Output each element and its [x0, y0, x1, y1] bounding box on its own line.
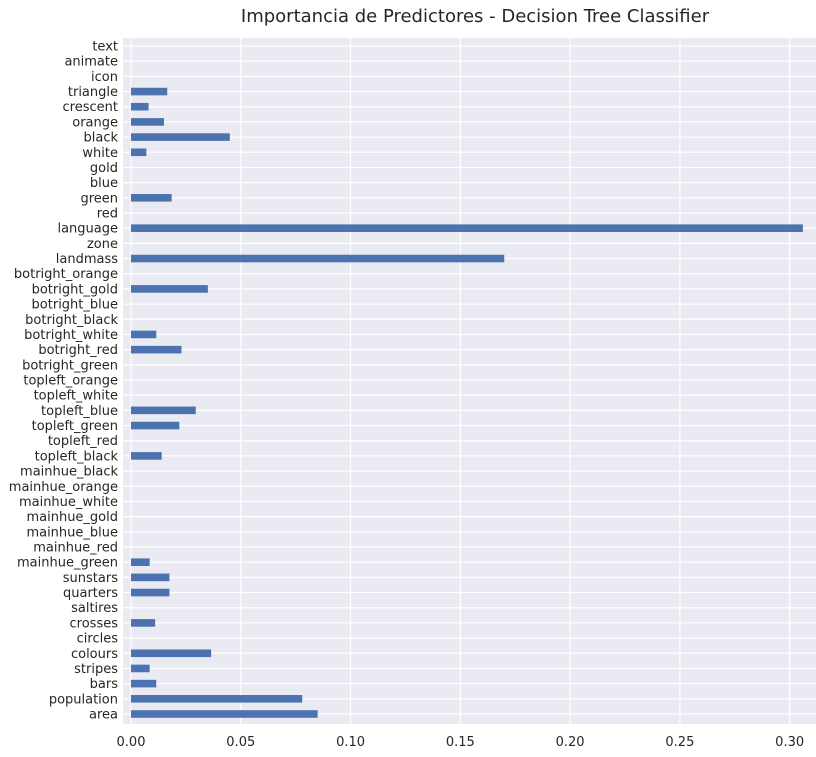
- y-tick-label: orange: [72, 115, 118, 130]
- bar-colours: [131, 649, 212, 658]
- bar-black: [131, 133, 230, 141]
- y-tick-label: mainhue_gold: [26, 510, 118, 525]
- y-tick-label: quarters: [63, 586, 118, 601]
- bar-stripes: [131, 664, 150, 673]
- y-tick-label: mainhue_blue: [26, 525, 118, 540]
- bar-population: [131, 695, 303, 703]
- bar-green: [131, 194, 172, 202]
- y-tick-label: crosses: [70, 616, 119, 631]
- bar-topleft-green: [131, 421, 180, 430]
- x-tick-label: 0.15: [446, 735, 475, 750]
- y-tick-label: topleft_blue: [41, 404, 118, 419]
- bar-quarters: [131, 588, 170, 597]
- bar-landmass: [131, 254, 505, 263]
- y-tick-label: topleft_black: [35, 449, 119, 464]
- bar-triangle: [131, 87, 168, 96]
- x-tick-label: 0.05: [226, 735, 255, 750]
- x-tick-label: 0.20: [556, 735, 585, 750]
- y-tick-label: triangle: [68, 85, 118, 100]
- y-tick-label: zone: [87, 237, 118, 252]
- y-tick-label: mainhue_white: [19, 495, 118, 510]
- y-tick-label: text: [92, 40, 118, 55]
- bar-botright-gold: [131, 285, 208, 293]
- y-tick-label: sunstars: [63, 571, 118, 586]
- y-tick-label: green: [80, 191, 118, 206]
- y-tick-label: black: [83, 131, 118, 146]
- bar-bars: [131, 679, 157, 688]
- y-tick-label: topleft_white: [34, 389, 118, 404]
- y-tick-label: white: [82, 146, 118, 161]
- bar-crosses: [131, 619, 156, 627]
- y-tick-label: colours: [71, 647, 118, 662]
- y-tick-label: bars: [90, 677, 119, 692]
- plot-area: [123, 38, 816, 724]
- x-tick-labels: 0.00 0.05 0.10 0.15 0.20 0.25 0.30: [117, 735, 805, 750]
- y-tick-label: area: [89, 708, 118, 723]
- bar-white: [131, 148, 147, 157]
- bar-language: [131, 224, 803, 232]
- y-tick-label: crescent: [63, 100, 118, 115]
- y-tick-label: gold: [90, 161, 118, 176]
- bars: [131, 87, 803, 718]
- bar-topleft-black: [131, 452, 162, 460]
- y-tick-label: topleft_red: [48, 434, 118, 449]
- y-tick-label: mainhue_black: [20, 465, 118, 480]
- y-tick-label: blue: [90, 176, 118, 191]
- y-tick-label: botright_black: [25, 313, 118, 328]
- chart-title: Importancia de Predictores - Decision Tr…: [241, 6, 710, 27]
- x-tick-label: 0.00: [117, 735, 146, 750]
- y-tick-label: animate: [64, 55, 118, 70]
- x-tick-label: 0.30: [775, 735, 804, 750]
- y-tick-label: population: [49, 692, 118, 707]
- y-tick-label: mainhue_red: [33, 541, 118, 556]
- y-tick-label: icon: [91, 70, 118, 85]
- bar-area: [131, 710, 318, 718]
- bar-crescent: [131, 102, 149, 111]
- y-tick-label: botright_gold: [32, 282, 118, 297]
- gridlines: [123, 38, 816, 724]
- y-tick-label: saltires: [71, 601, 118, 616]
- y-tick-labels: areapopulationbarsstripescolourscirclesc…: [9, 40, 119, 723]
- y-tick-label: botright_green: [22, 358, 118, 373]
- y-tick-label: landmass: [56, 252, 118, 267]
- bar-orange: [131, 118, 164, 126]
- y-tick-label: topleft_green: [32, 419, 118, 434]
- y-tick-label: topleft_orange: [23, 374, 118, 389]
- y-tick-label: stripes: [74, 662, 118, 677]
- bar-mainhue-green: [131, 558, 150, 566]
- bar-botright-white: [131, 330, 157, 339]
- bar-botright-red: [131, 345, 182, 354]
- y-tick-label: botright_white: [24, 328, 118, 343]
- y-tick-label: botright_red: [38, 343, 118, 358]
- y-tick-label: circles: [77, 632, 119, 647]
- bar-sunstars: [131, 573, 170, 582]
- y-tick-label: mainhue_orange: [9, 480, 118, 495]
- bar-topleft-blue: [131, 406, 196, 415]
- y-tick-label: red: [97, 207, 118, 222]
- x-tick-label: 0.10: [336, 735, 365, 750]
- y-tick-label: mainhue_green: [17, 556, 118, 571]
- y-tick-label: botright_orange: [14, 267, 118, 282]
- x-tick-label: 0.25: [665, 735, 694, 750]
- y-tick-label: language: [57, 222, 118, 237]
- y-tick-label: botright_blue: [32, 298, 118, 313]
